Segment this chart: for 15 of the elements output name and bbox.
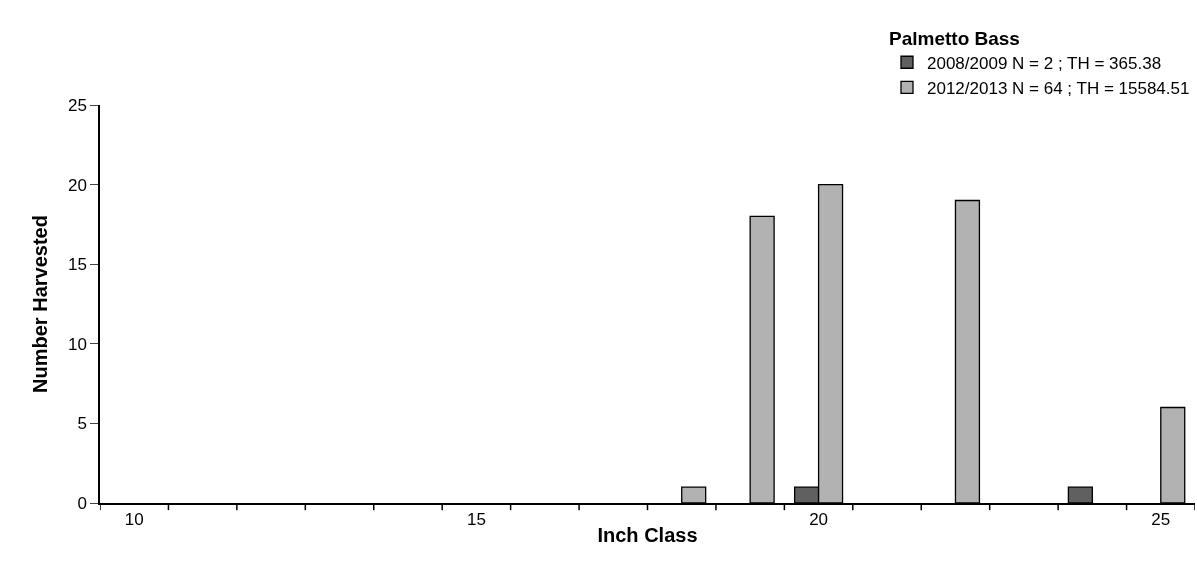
y-tick-label: 10	[67, 334, 87, 354]
y-tick-label: 0	[77, 493, 87, 513]
y-tick-label: 15	[67, 255, 87, 275]
x-tick-label: 20	[809, 510, 829, 530]
x-tick-label: 10	[124, 510, 144, 530]
x-tick-label: 25	[1151, 510, 1171, 530]
y-tick-label: 5	[77, 414, 87, 434]
y-tick-label: 20	[67, 175, 87, 195]
y-axis-title: Number Harvested	[28, 215, 51, 393]
x-tick-label: 15	[466, 510, 486, 530]
y-tick-label: 25	[67, 95, 87, 115]
legend-label: 2008/2009 N = 2 ; TH = 365.38	[927, 53, 1162, 73]
x-axis-title: Inch Class	[597, 524, 698, 547]
legend-title: Palmetto Bass	[889, 27, 1020, 49]
legend-label: 2012/2013 N = 64 ; TH = 15584.51	[927, 78, 1190, 98]
